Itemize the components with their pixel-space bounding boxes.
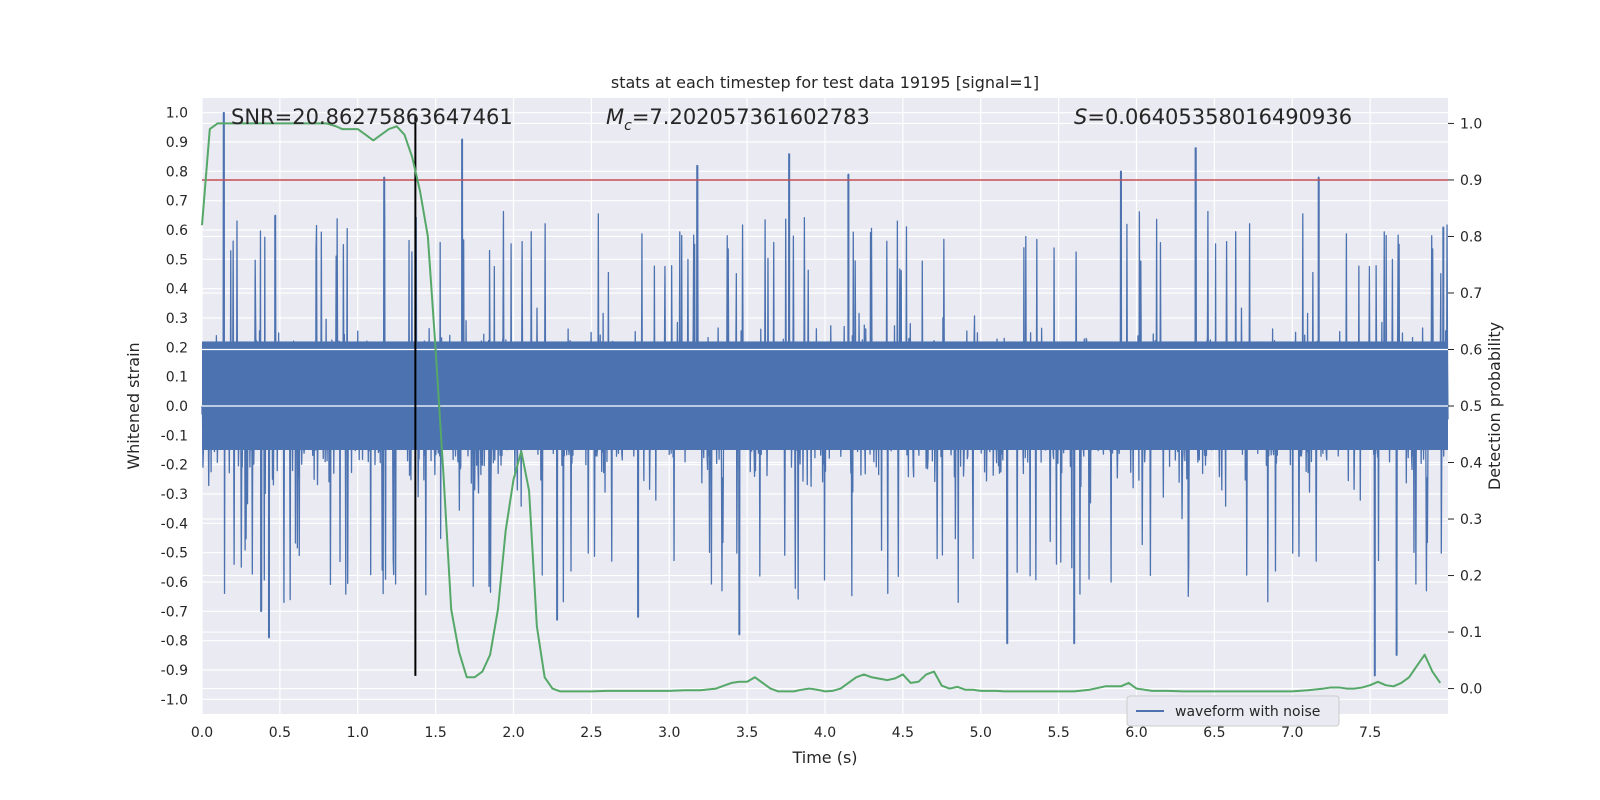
x-tick-label: 6.5 <box>1203 725 1225 741</box>
x-tick-label: 4.0 <box>814 725 836 741</box>
y-tick-label: 1.0 <box>166 106 188 122</box>
x-axis-ticks: 0.0 0.5 1.0 1.5 2.0 2.5 3.0 3.5 4.0 4.5 5.0 5.5 6.0 6… <box>191 725 1381 741</box>
y-tick-label: 0.5 <box>166 252 188 268</box>
legend-box <box>1126 695 1340 727</box>
y2-tick-label: 0.4 <box>1460 456 1482 472</box>
x-tick-label: 2.0 <box>502 725 524 741</box>
y2-tick-label: 0.8 <box>1460 229 1482 245</box>
waveform-core <box>202 341 1448 450</box>
y-tick-label: -0.3 <box>161 487 188 503</box>
y2-tick-label: 0.3 <box>1460 512 1482 528</box>
y2-tick-label: 0.7 <box>1460 286 1482 302</box>
x-tick-label: 0.5 <box>269 725 291 741</box>
waveform-series <box>201 112 1449 677</box>
overlay-lines <box>201 115 1448 693</box>
y-tick-label: -0.1 <box>161 428 188 444</box>
x-tick-label: 6.0 <box>1125 725 1147 741</box>
y-tick-label: -1.0 <box>161 692 188 708</box>
y-axis-ticks: 1.0 0.9 0.8 0.7 0.6 0.5 0.4 0.3 0.2 0.1 0.0 -0.1 -0.… <box>161 106 188 709</box>
y-tick-label: 0.9 <box>166 135 188 151</box>
y2-tick-label: 0.0 <box>1460 682 1482 698</box>
legend: waveform with noise <box>1126 695 1340 727</box>
chirp-mass-annotation: Mc=7.202057361602783 <box>606 105 870 134</box>
x-tick-label: 7.5 <box>1359 725 1381 741</box>
y-tick-label: 0.8 <box>166 164 188 180</box>
x-tick-label: 5.5 <box>1047 725 1069 741</box>
detection-probability-line <box>201 122 1442 693</box>
y2-tick-label: 1.0 <box>1460 116 1482 132</box>
y2-axis-ticks: 1.0 0.9 0.8 0.7 0.6 0.5 0.4 0.3 0.2 0.1 0.0 <box>1448 116 1482 698</box>
y-tick-label: 0.7 <box>166 194 188 210</box>
x-tick-label: 5.0 <box>970 725 992 741</box>
snr-annotation: SNR=20.86275863647461 <box>231 105 513 129</box>
x-tick-label: 4.5 <box>892 725 914 741</box>
x-tick-label: 1.5 <box>424 725 446 741</box>
y-tick-label: 0.6 <box>166 223 188 239</box>
y2-tick-label: 0.6 <box>1460 342 1482 358</box>
y-tick-label: 0.1 <box>166 370 188 386</box>
y-tick-label: -0.6 <box>161 575 188 591</box>
chart-title: stats at each timestep for test data 191… <box>611 73 1039 92</box>
x-tick-label: 2.5 <box>580 725 602 741</box>
legend-label: waveform with noise <box>1175 704 1320 720</box>
s-annotation: S=0.06405358016490936 <box>1074 105 1352 129</box>
y-tick-label: -0.2 <box>161 458 188 474</box>
x-tick-label: 3.0 <box>658 725 680 741</box>
y-tick-label: -0.9 <box>161 663 188 679</box>
y2-tick-label: 0.5 <box>1460 399 1482 415</box>
y2-tick-label: 0.9 <box>1460 173 1482 189</box>
y-tick-label: -0.4 <box>161 516 188 532</box>
x-tick-label: 1.0 <box>347 725 369 741</box>
x-tick-label: 3.5 <box>736 725 758 741</box>
y2-axis-label: Detection probability <box>1485 322 1504 490</box>
y-tick-label: -0.5 <box>161 546 188 562</box>
y-tick-label: 0.3 <box>166 311 188 327</box>
y-tick-label: -0.8 <box>161 634 188 650</box>
x-tick-label: 0.0 <box>191 725 213 741</box>
y-tick-label: -0.7 <box>161 604 188 620</box>
y-axis-label: Whitened strain <box>124 342 143 469</box>
x-tick-label: 7.0 <box>1281 725 1303 741</box>
y2-tick-label: 0.2 <box>1460 569 1482 585</box>
y2-tick-label: 0.1 <box>1460 625 1482 641</box>
y-tick-label: 0.4 <box>166 282 188 298</box>
y-tick-label: 0.0 <box>166 399 188 415</box>
y-tick-label: 0.2 <box>166 340 188 356</box>
x-axis-label: Time (s) <box>791 748 857 767</box>
